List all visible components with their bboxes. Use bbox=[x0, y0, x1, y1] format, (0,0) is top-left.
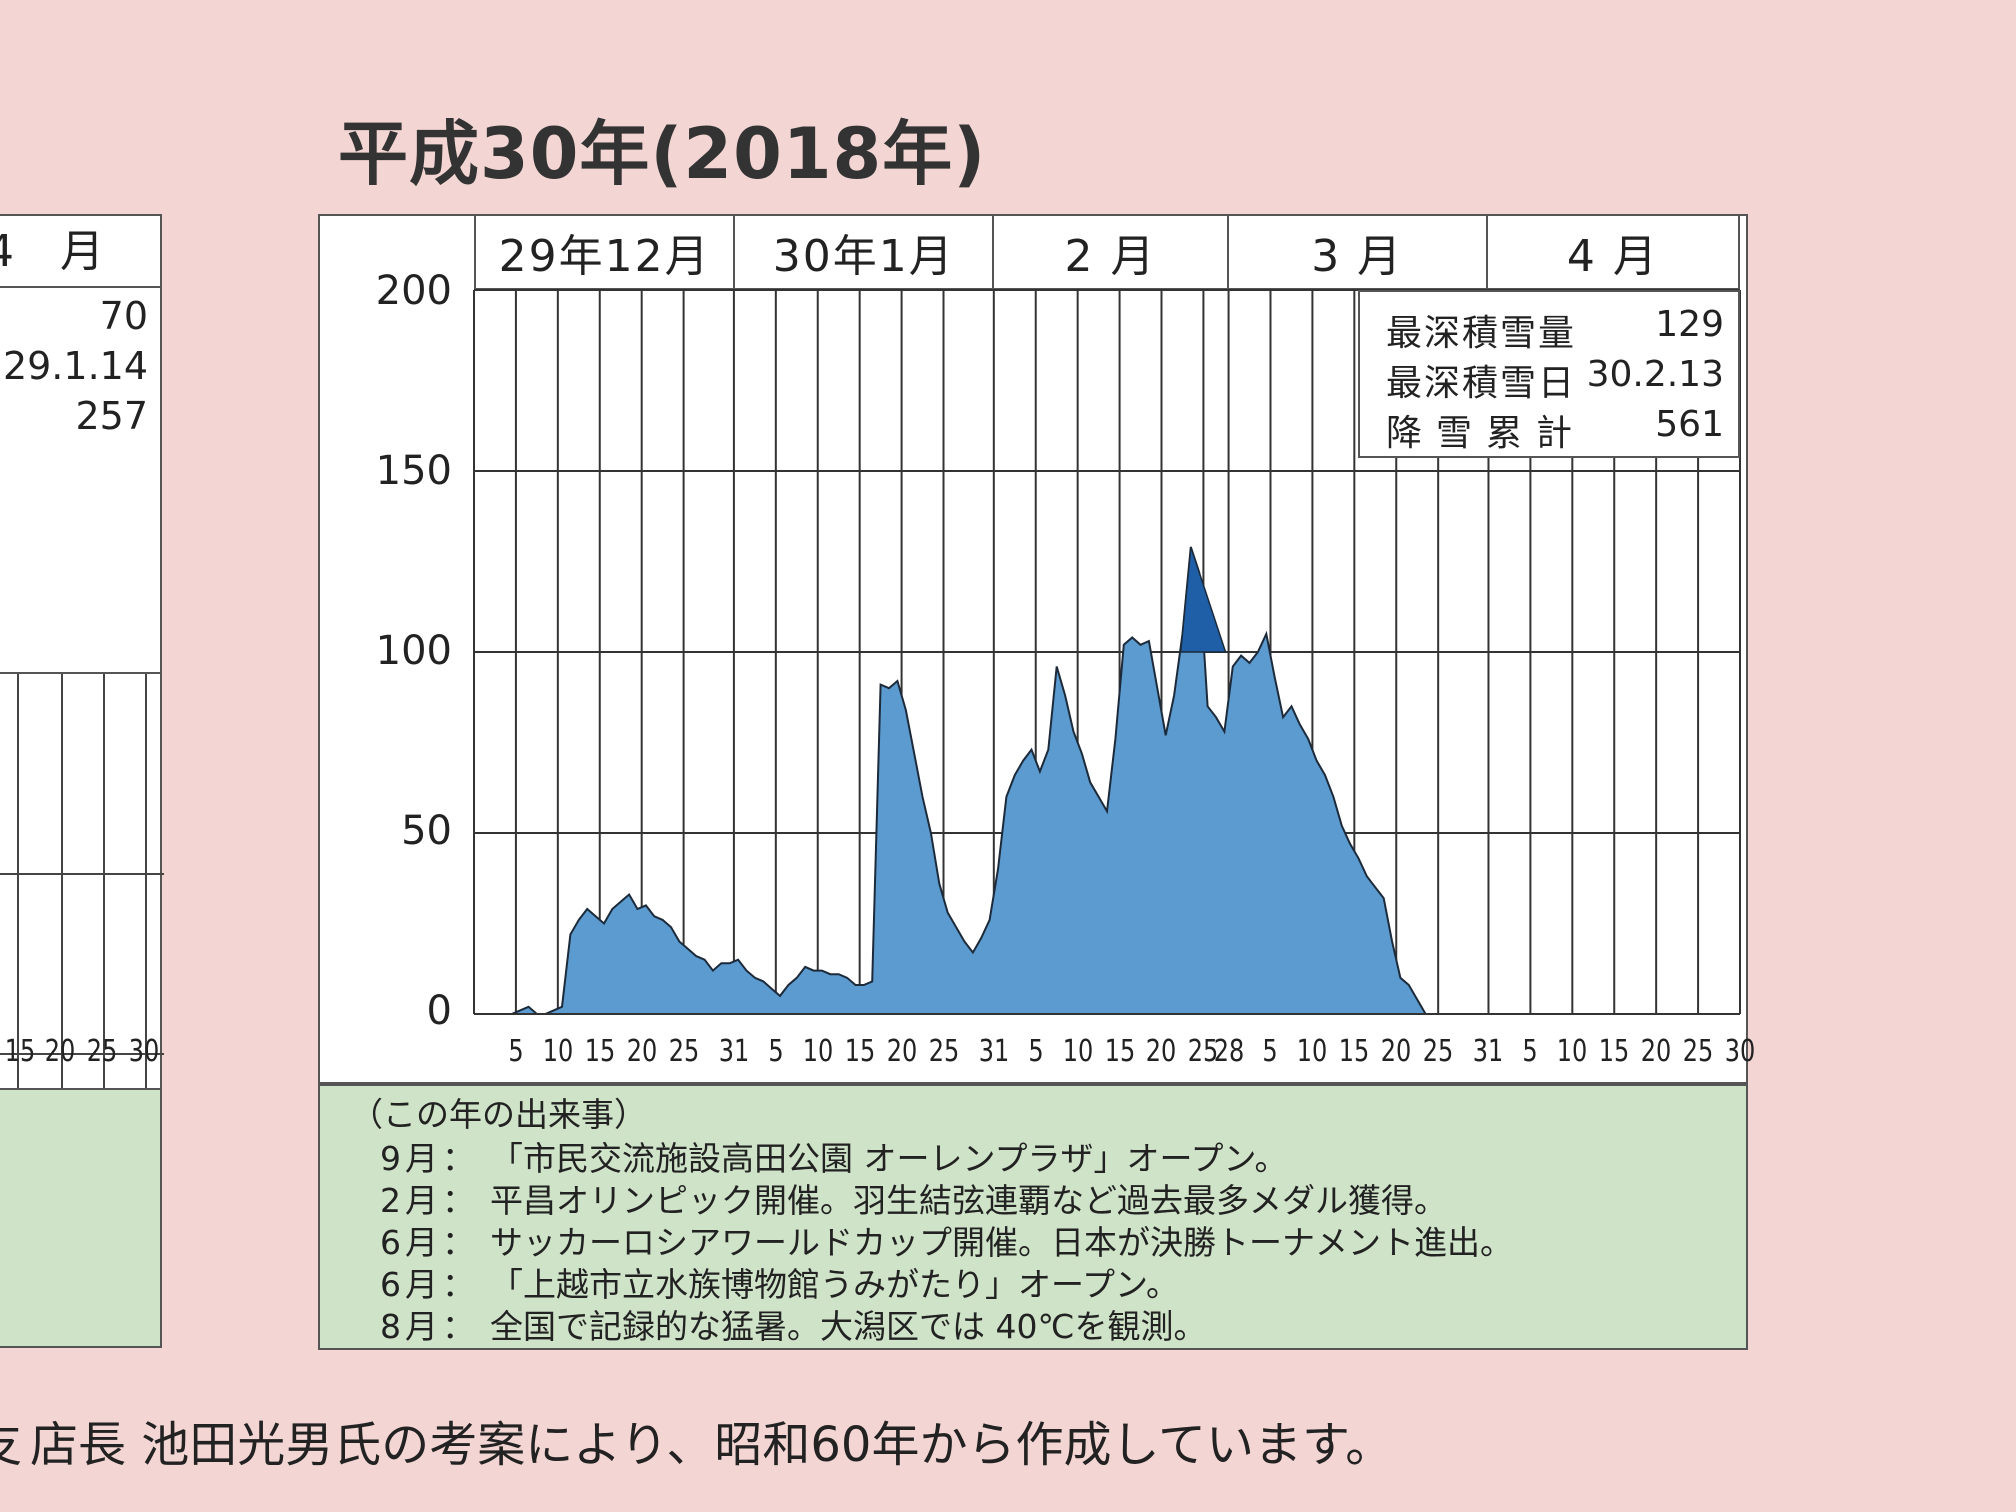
chart-title: 平成30年(2018年) bbox=[338, 113, 987, 195]
footer-body: 店長 池田光男氏の考案により、昭和60年から作成しています。 bbox=[30, 1417, 1394, 1473]
previous-year-panel: 4 月 70 29.1.14 257 bbox=[0, 214, 164, 1348]
x-tick-label: 20 bbox=[626, 1034, 657, 1069]
stat-row: 最深積雪量 129 bbox=[1386, 304, 1724, 354]
event-line: 8月： 全国で記録的な猛暑。大潟区では 40℃を観測。 bbox=[380, 1300, 1207, 1348]
x-tick-label: 15 bbox=[1339, 1034, 1370, 1069]
x-tick-label: 28 bbox=[1213, 1034, 1244, 1069]
x-tick-label: 25 bbox=[1188, 1034, 1219, 1069]
event-month: 6月： bbox=[380, 1223, 479, 1262]
x-tick-label: 25 bbox=[1422, 1034, 1454, 1069]
stat-label: 最深積雪日 bbox=[1386, 363, 1577, 404]
month-label: 3 月 bbox=[1229, 216, 1488, 288]
event-month: 6月： bbox=[380, 1265, 479, 1304]
event-line: 9月： 「市民交流施設高田公園 オーレンプラザ」オープン。 bbox=[380, 1132, 1288, 1180]
previous-month-fragment: 4 bbox=[0, 216, 104, 288]
previous-tick: 20 bbox=[44, 1034, 76, 1069]
notes-heading: （この年の出来事） bbox=[350, 1095, 647, 1134]
event-month: 9月： bbox=[380, 1139, 479, 1178]
stat-label: 降雪累計 bbox=[1386, 413, 1587, 454]
footer-fragment: 支 bbox=[0, 1405, 22, 1475]
x-tick-label: 25 bbox=[668, 1034, 699, 1069]
x-tick-label: 5 bbox=[508, 1034, 524, 1069]
x-tick-label: 10 bbox=[1297, 1034, 1328, 1069]
event-month: 8月： bbox=[380, 1307, 479, 1346]
previous-month-header: 4 月 bbox=[0, 216, 160, 288]
x-tick-label: 25 bbox=[928, 1034, 959, 1069]
x-tick-label: 20 bbox=[1146, 1034, 1177, 1069]
event-text: 平昌オリンピック開催。羽生結弦連覇など過去最多メダル獲得。 bbox=[490, 1181, 1447, 1220]
x-tick-label: 10 bbox=[1062, 1034, 1093, 1069]
month-label: 30年1月 bbox=[735, 216, 995, 288]
previous-tick: 30 bbox=[128, 1034, 160, 1069]
event-line: 6月： 「上越市立水族博物館うみがたり」オープン。 bbox=[380, 1258, 1179, 1306]
stat-row: 最深積雪日 30.2.13 bbox=[1386, 354, 1724, 404]
previous-month-label: 月 bbox=[60, 226, 104, 277]
previous-tick: 25 bbox=[86, 1034, 118, 1069]
event-text: サッカーロシアワールドカップ開催。日本が決勝トーナメント進出。 bbox=[490, 1223, 1513, 1262]
x-tick-label: 15 bbox=[1598, 1034, 1630, 1069]
previous-stats: 70 29.1.14 257 bbox=[0, 288, 160, 674]
x-tick-label: 5 bbox=[1028, 1034, 1044, 1069]
month-label: 4 月 bbox=[1566, 231, 1659, 282]
event-text: 「上越市立水族博物館うみがたり」オープン。 bbox=[490, 1265, 1180, 1304]
stats-box: 最深積雪量 129 最深積雪日 30.2.13 降雪累計 561 bbox=[1358, 290, 1740, 458]
x-tick-label: 20 bbox=[1640, 1034, 1672, 1069]
month-label: 29年12月 bbox=[476, 216, 736, 288]
event-line: 2月： 平昌オリンピック開催。羽生結弦連覇など過去最多メダル獲得。 bbox=[380, 1174, 1447, 1222]
x-tick-label: 20 bbox=[886, 1034, 917, 1069]
snow-depth-area bbox=[474, 546, 1430, 1015]
footer-text: 支店長 池田光男氏の考案により、昭和60年から作成しています。 bbox=[0, 1405, 1393, 1475]
y-tick-label: 50 bbox=[401, 808, 452, 854]
stat-label: 最深積雪量 bbox=[1386, 313, 1577, 354]
stat-value: 129 bbox=[1655, 304, 1724, 345]
y-tick-label: 100 bbox=[375, 628, 452, 674]
previous-notes bbox=[0, 1088, 160, 1346]
stat-value: 30.2.13 bbox=[1586, 354, 1724, 395]
month-label: 2 月 bbox=[994, 216, 1229, 288]
event-line: 6月： サッカーロシアワールドカップ開催。日本が決勝トーナメント進出。 bbox=[380, 1216, 1513, 1264]
x-tick-label: 25 bbox=[1682, 1034, 1714, 1069]
y-tick-label: 150 bbox=[375, 448, 452, 494]
x-tick-label: 30 bbox=[1724, 1034, 1756, 1069]
x-tick-label: 31 bbox=[978, 1034, 1010, 1069]
y-tick-label: 200 bbox=[375, 268, 452, 314]
x-tick-label: 20 bbox=[1380, 1034, 1412, 1069]
y-tick-label: 0 bbox=[426, 988, 452, 1034]
event-text: 「市民交流施設高田公園 オーレンプラザ」オープン。 bbox=[490, 1139, 1288, 1178]
x-tick-label: 10 bbox=[1557, 1034, 1588, 1069]
previous-tick: 15 bbox=[4, 1034, 36, 1069]
x-tick-label: 31 bbox=[1473, 1034, 1504, 1069]
event-month: 2月： bbox=[380, 1181, 479, 1220]
x-tick-label: 15 bbox=[1104, 1034, 1135, 1069]
event-text: 全国で記録的な猛暑。大潟区では 40℃を観測。 bbox=[490, 1307, 1207, 1346]
x-tick-label: 10 bbox=[542, 1034, 574, 1069]
x-tick-label: 15 bbox=[844, 1034, 875, 1069]
x-tick-label: 31 bbox=[718, 1034, 750, 1069]
x-tick-label: 15 bbox=[584, 1034, 616, 1069]
previous-stat-depth: 70 bbox=[99, 294, 148, 338]
stat-value: 561 bbox=[1655, 404, 1724, 445]
x-tick-label: 5 bbox=[768, 1034, 784, 1069]
events-notes: （この年の出来事） 9月： 「市民交流施設高田公園 オーレンプラザ」オープン。 2… bbox=[318, 1084, 1748, 1350]
x-tick-label: 5 bbox=[1262, 1034, 1279, 1069]
stat-row: 降雪累計 561 bbox=[1386, 404, 1724, 454]
previous-stat-total: 257 bbox=[75, 394, 148, 438]
previous-stat-date: 29.1.14 bbox=[2, 344, 148, 388]
peak-highlight bbox=[1179, 546, 1227, 653]
x-tick-label: 5 bbox=[1522, 1034, 1539, 1069]
x-tick-label: 10 bbox=[802, 1034, 834, 1069]
